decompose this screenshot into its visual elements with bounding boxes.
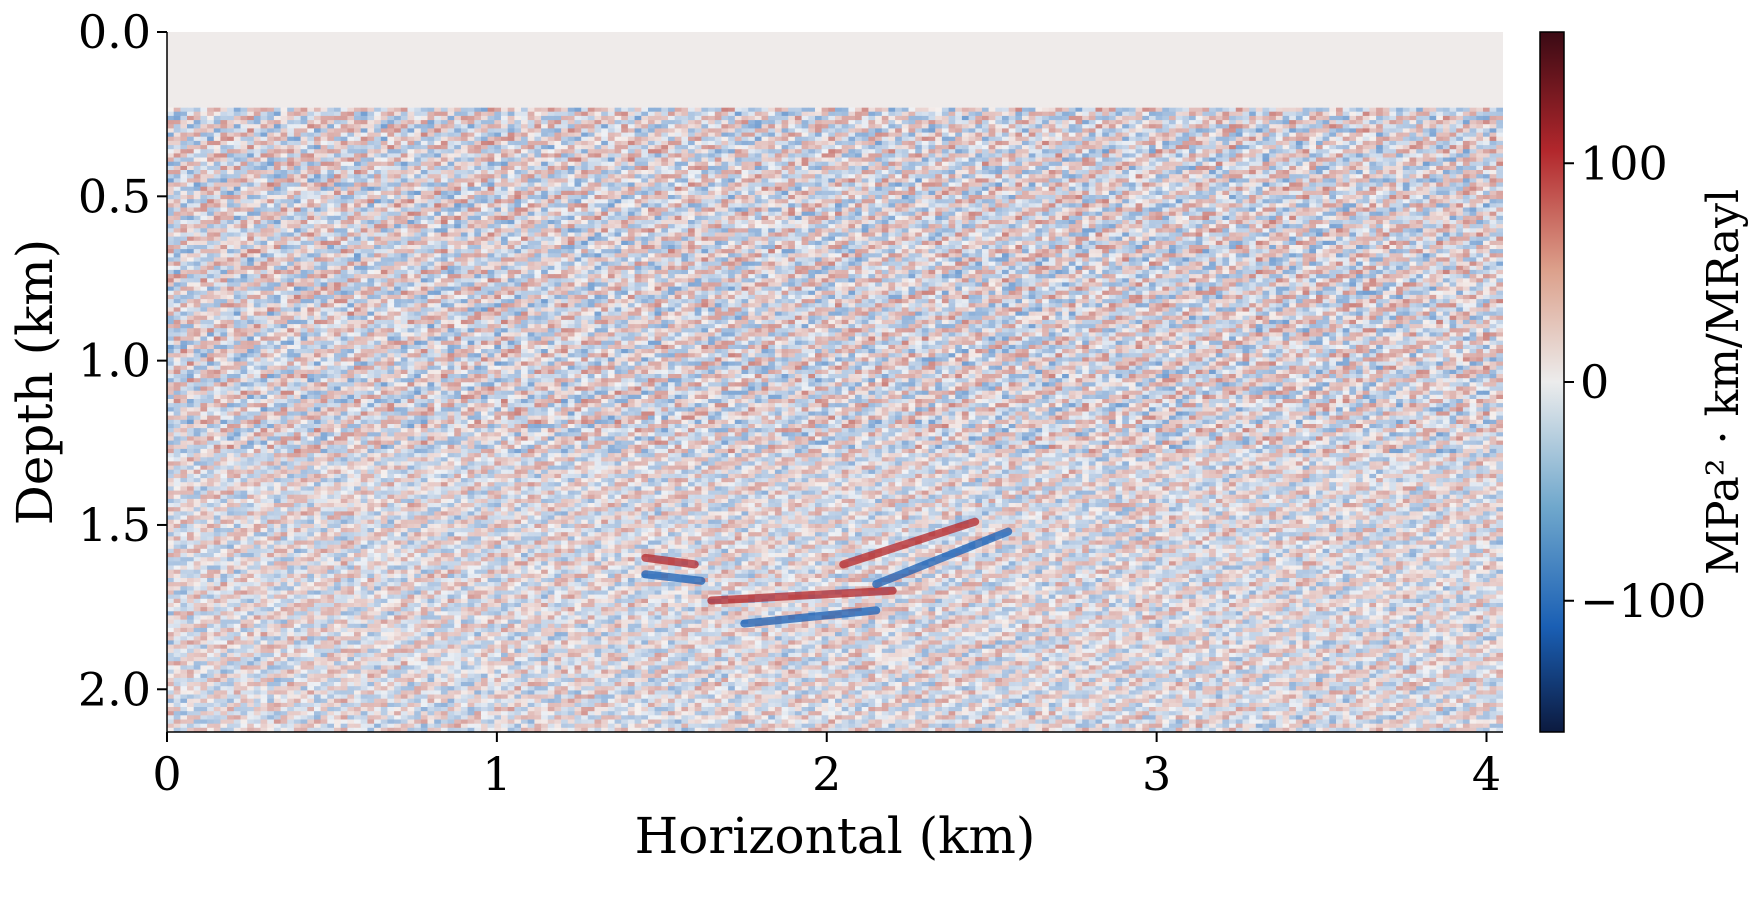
x-axis: 0 1 2 3 4 [152, 731, 1503, 801]
reflector-streak [872, 527, 1013, 589]
colorbar [1539, 31, 1565, 733]
colorbar-tick-label: 0 [1580, 355, 1609, 409]
y-tick-label: 0.0 [78, 5, 151, 59]
x-tick-label: 0 [152, 747, 181, 801]
y-axis-label: Depth (km) [6, 239, 64, 526]
y-tick-label: 0.5 [78, 169, 151, 223]
water-layer [167, 32, 1503, 108]
reflector-streak [740, 606, 881, 628]
colorbar-tick-label: 100 [1580, 136, 1668, 190]
y-axis: 0.0 0.5 1.0 1.5 2.0 [78, 5, 168, 732]
y-tick-label: 2.0 [78, 662, 151, 716]
y-tick-label: 1.0 [78, 334, 151, 388]
colorbar-tick-label: −100 [1580, 574, 1706, 628]
seismic-image [167, 32, 1503, 732]
x-tick-label: 3 [1142, 747, 1171, 801]
x-tick-label: 4 [1472, 747, 1501, 801]
x-tick-label: 1 [482, 747, 511, 801]
reflectivity-field [167, 107, 1503, 732]
colorbar-ticks: 100 0 −100 [1564, 136, 1706, 628]
colorbar-label: MPa² · km/MRayl [1698, 189, 1749, 575]
x-axis-label: Horizontal (km) [635, 807, 1036, 865]
reflector-streak [641, 553, 699, 569]
x-tick-label: 2 [812, 747, 841, 801]
reflector-streak [641, 570, 706, 585]
reflector-streak [707, 586, 897, 605]
reflector-streak [839, 517, 980, 569]
y-tick-label: 1.5 [78, 498, 151, 552]
